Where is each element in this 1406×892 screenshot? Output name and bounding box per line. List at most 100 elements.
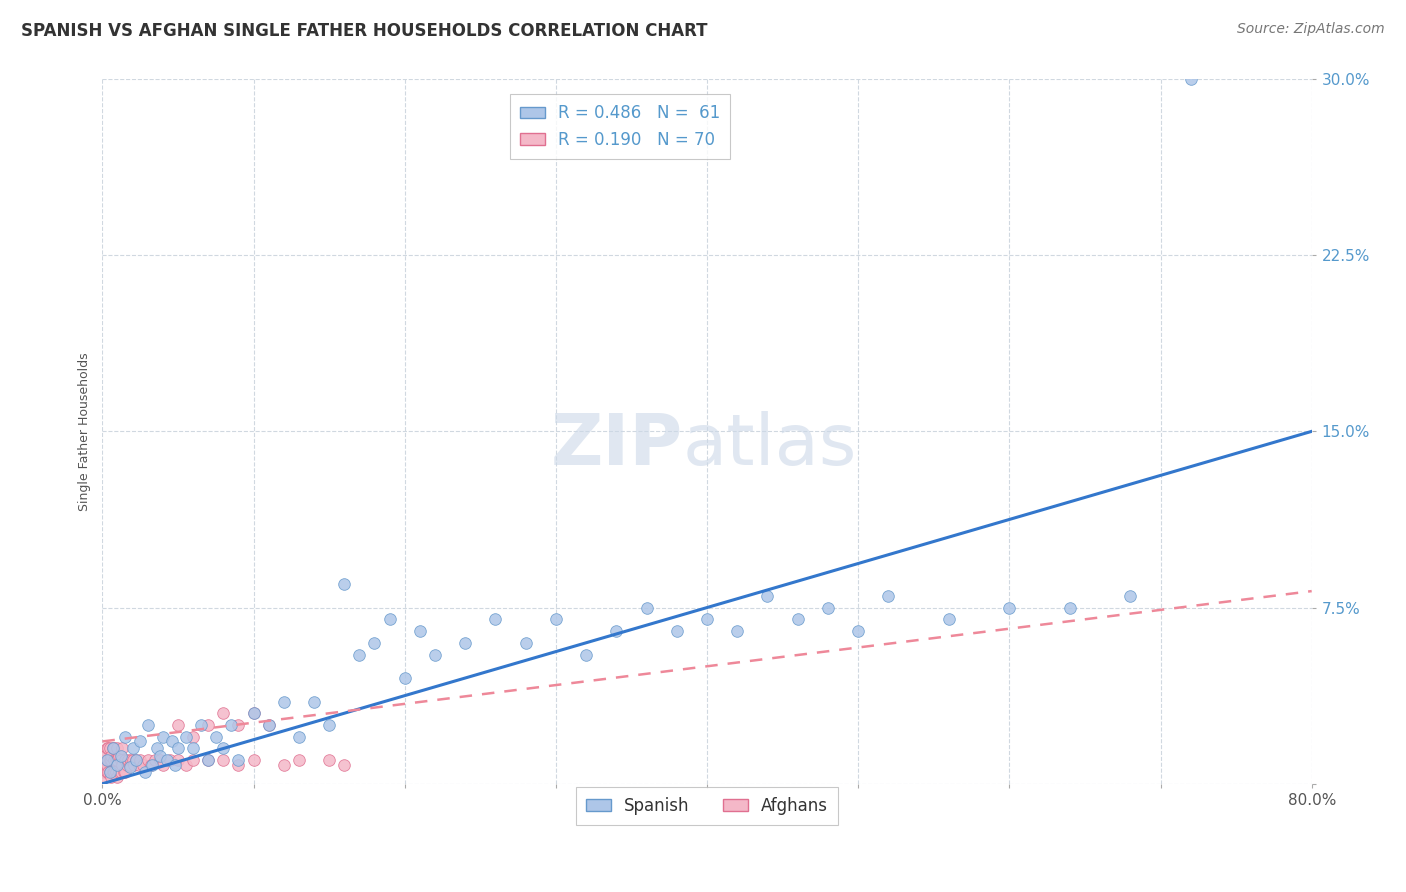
Legend: Spanish, Afghans: Spanish, Afghans (576, 787, 838, 825)
Point (97, 741, 120, 756)
Point (112, 764, 135, 779)
Point (103, 753, 125, 767)
Point (998, 600, 1021, 615)
Point (288, 730, 311, 744)
Point (318, 718, 340, 732)
Text: ZIP: ZIP (551, 411, 683, 480)
Point (132, 758, 155, 772)
Point (302, 694, 325, 708)
Point (110, 748, 132, 763)
Point (96, 758, 118, 772)
Point (93, 758, 115, 772)
Point (111, 741, 134, 756)
Point (152, 758, 174, 772)
Point (197, 718, 219, 732)
Text: Source: ZipAtlas.com: Source: ZipAtlas.com (1237, 22, 1385, 37)
Point (129, 753, 152, 767)
Point (318, 753, 340, 767)
Point (98, 764, 121, 779)
Point (110, 764, 132, 779)
Point (101, 741, 124, 756)
Point (786, 612, 808, 626)
Point (120, 753, 142, 767)
Point (94, 748, 117, 763)
Point (181, 741, 204, 756)
Point (97, 753, 120, 767)
Point (103, 741, 125, 756)
Point (98, 741, 121, 756)
Point (94, 770, 117, 784)
Point (104, 764, 127, 779)
Point (454, 636, 477, 650)
Point (257, 718, 280, 732)
Point (124, 753, 146, 767)
Point (96, 741, 118, 756)
Point (409, 624, 432, 638)
Point (128, 758, 150, 772)
Point (107, 753, 129, 767)
Point (242, 706, 264, 721)
Point (1180, 72, 1202, 87)
Point (212, 741, 235, 756)
Point (181, 730, 204, 744)
Point (107, 741, 129, 756)
Point (96, 764, 118, 779)
Point (146, 741, 169, 756)
Point (725, 624, 748, 638)
Point (423, 648, 446, 662)
Point (363, 636, 385, 650)
Point (101, 741, 124, 756)
Point (242, 706, 264, 721)
Point (100, 770, 122, 784)
Point (114, 764, 136, 779)
Point (228, 758, 250, 772)
Point (197, 753, 219, 767)
Point (149, 753, 172, 767)
Point (938, 612, 960, 626)
Text: atlas: atlas (683, 411, 858, 480)
Point (96, 753, 118, 767)
Point (115, 758, 138, 772)
Point (333, 758, 356, 772)
Point (156, 753, 179, 767)
Point (181, 753, 204, 767)
Point (136, 718, 159, 732)
Point (94, 753, 117, 767)
Point (114, 730, 136, 744)
Point (122, 758, 145, 772)
Point (136, 753, 159, 767)
Point (756, 589, 779, 603)
Point (93, 764, 115, 779)
Point (107, 770, 129, 784)
Y-axis label: Single Father Households: Single Father Households (79, 352, 91, 510)
Point (167, 741, 190, 756)
Point (121, 753, 143, 767)
Point (228, 718, 250, 732)
Point (107, 758, 129, 772)
Point (118, 760, 141, 774)
Point (111, 758, 134, 772)
Point (114, 753, 136, 767)
Point (118, 758, 141, 772)
Point (817, 600, 839, 615)
Point (103, 764, 125, 779)
Point (846, 624, 869, 638)
Point (152, 730, 174, 744)
Point (163, 758, 186, 772)
Point (104, 753, 127, 767)
Point (167, 753, 190, 767)
Point (129, 734, 152, 748)
Point (174, 730, 197, 744)
Point (124, 753, 146, 767)
Point (190, 718, 212, 732)
Point (665, 624, 688, 638)
Point (121, 741, 143, 756)
Point (141, 758, 163, 772)
Point (98, 753, 121, 767)
Point (349, 648, 371, 662)
Point (197, 753, 219, 767)
Text: SPANISH VS AFGHAN SINGLE FATHER HOUSEHOLDS CORRELATION CHART: SPANISH VS AFGHAN SINGLE FATHER HOUSEHOL… (21, 22, 707, 40)
Point (134, 764, 156, 779)
Point (575, 648, 598, 662)
Point (273, 694, 295, 708)
